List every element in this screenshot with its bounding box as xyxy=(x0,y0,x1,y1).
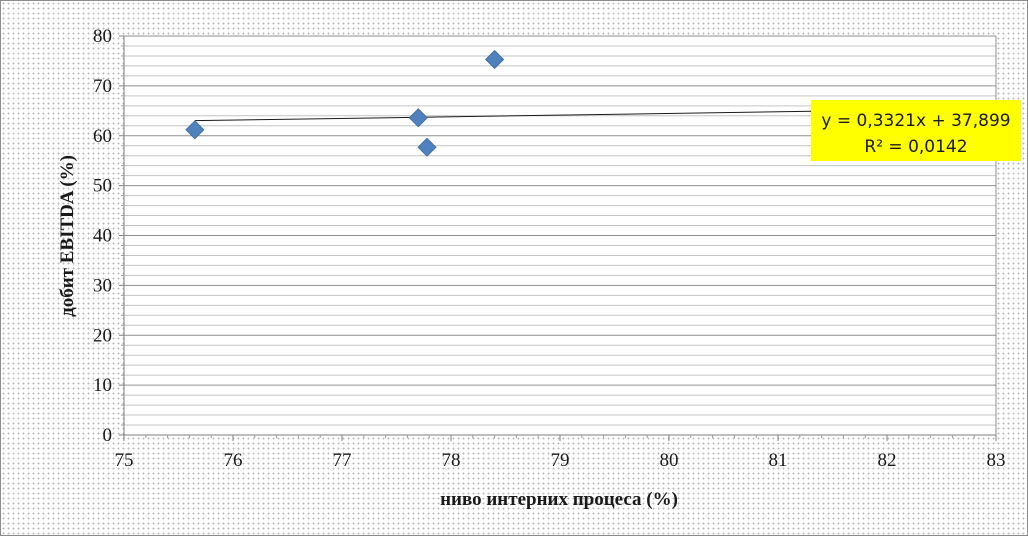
trendline-r-squared: R² = 0,0142 xyxy=(864,137,967,157)
y-tick-label: 50 xyxy=(93,176,112,197)
y-tick-label: 40 xyxy=(93,226,112,247)
x-tick-labels: 75 76 77 78 79 80 81 82 83 xyxy=(115,450,1006,471)
y-tick-label: 0 xyxy=(103,425,113,446)
trendline-group xyxy=(194,110,855,122)
y-axis-title: добит EBITDA (%) xyxy=(57,155,78,317)
y-tick-label: 30 xyxy=(93,275,112,296)
trendline-label: y = 0,3321x + 37,899 R² = 0,0142 xyxy=(811,100,1021,161)
y-tick-label: 70 xyxy=(93,76,112,97)
y-tick-labels: 0 10 20 30 40 50 60 70 80 xyxy=(93,26,112,446)
data-point xyxy=(408,108,428,128)
y-tick-label: 20 xyxy=(93,325,112,346)
x-tick-label: 83 xyxy=(987,450,1006,471)
data-point xyxy=(185,120,205,140)
y-tick-label: 60 xyxy=(93,126,112,147)
data-point xyxy=(485,49,505,70)
x-tick-label: 77 xyxy=(333,450,352,471)
x-tick-label: 76 xyxy=(224,450,243,471)
axes xyxy=(119,35,997,441)
y-tick-label: 80 xyxy=(93,26,112,47)
trendline-label-box xyxy=(811,100,1021,161)
x-tick-label: 80 xyxy=(660,450,679,471)
trendline-equation: y = 0,3321x + 37,899 xyxy=(821,111,1010,131)
data-point xyxy=(417,137,437,157)
x-tick-label: 75 xyxy=(115,450,134,471)
x-tick-label: 79 xyxy=(551,450,570,471)
x-tick-label: 81 xyxy=(769,450,788,471)
x-tick-label: 82 xyxy=(878,450,897,471)
trendline xyxy=(194,110,855,122)
y-tick-label: 10 xyxy=(93,375,112,396)
gridlines xyxy=(124,35,997,436)
x-axis-title: ниво интерних процеса (%) xyxy=(440,489,678,510)
x-tick-label: 78 xyxy=(442,450,461,471)
